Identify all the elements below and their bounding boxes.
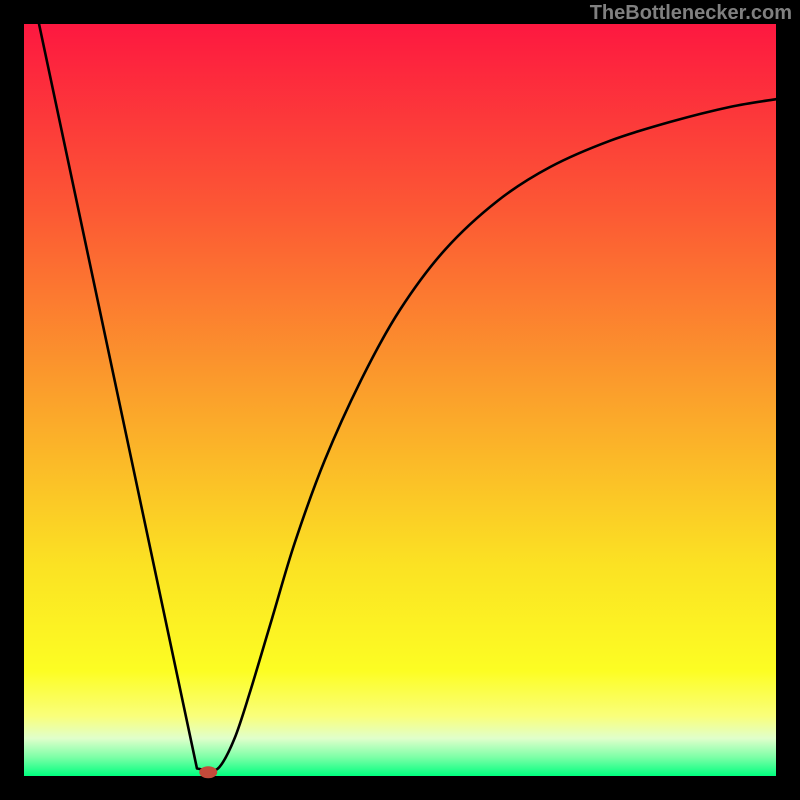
watermark-text: TheBottlenecker.com — [590, 2, 792, 25]
bottleneck-chart — [0, 0, 800, 800]
chart-gradient-background — [24, 24, 776, 776]
optimal-point-marker — [199, 766, 217, 778]
